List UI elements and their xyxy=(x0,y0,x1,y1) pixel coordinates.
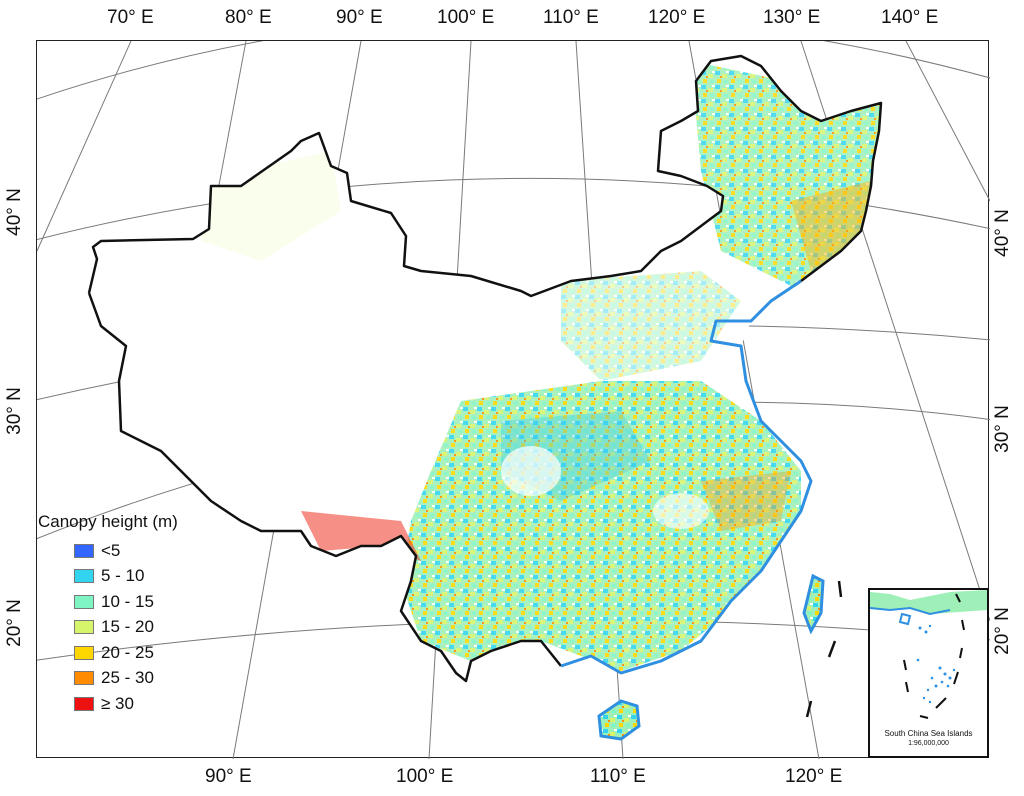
top-lon-label-80: 80° E xyxy=(225,7,272,28)
legend-item: ≥ 30 xyxy=(38,691,178,717)
map-canvas xyxy=(37,41,990,759)
top-lon-label-90: 90° E xyxy=(336,7,383,28)
taiwan-island xyxy=(802,573,825,635)
coastline xyxy=(560,279,813,675)
left-lat-label-20: 20° N xyxy=(3,599,25,647)
legend-label: 20 - 25 xyxy=(101,642,154,662)
legend-swatch xyxy=(74,543,94,558)
top-lon-label-100: 100° E xyxy=(437,7,495,28)
right-lat-label-40: 40° N xyxy=(991,209,1013,257)
legend-label: 25 - 30 xyxy=(101,668,154,688)
map-frame xyxy=(36,40,990,759)
left-lat-label-30: 30° N xyxy=(3,387,25,435)
right-lat-label-30: 30° N xyxy=(991,405,1013,453)
legend-title: Canopy height (m) xyxy=(38,512,178,531)
top-lon-label-140: 140° E xyxy=(881,7,939,28)
legend-item: 5 - 10 xyxy=(38,564,178,590)
legend: Canopy height (m) <5 5 - 10 10 - 15 15 -… xyxy=(38,512,178,717)
legend-swatch xyxy=(74,569,94,584)
legend-item: <5 xyxy=(38,538,178,564)
canopy-height-raster xyxy=(89,56,881,681)
bottom-lon-label-100: 100° E xyxy=(396,766,454,787)
legend-label: 10 - 15 xyxy=(101,591,154,611)
legend-item: 15 - 20 xyxy=(38,615,178,641)
legend-swatch xyxy=(74,594,94,609)
top-lon-label-120: 120° E xyxy=(648,7,706,28)
right-lat-label-20: 20° N xyxy=(991,607,1013,655)
legend-swatch xyxy=(74,671,94,686)
legend-item: 20 - 25 xyxy=(38,640,178,666)
top-lon-label-110: 110° E xyxy=(543,7,599,28)
left-lat-label-40: 40° N xyxy=(3,188,25,236)
legend-item: 25 - 30 xyxy=(38,666,178,692)
legend-label: 15 - 20 xyxy=(101,617,154,637)
hainan-island xyxy=(597,699,641,741)
national-border xyxy=(87,54,883,683)
maritime-boundary-dashes xyxy=(805,580,843,718)
legend-item: 10 - 15 xyxy=(38,589,178,615)
bottom-lon-label-120: 120° E xyxy=(785,766,843,787)
inset-map xyxy=(870,590,987,719)
inset-title: South China Sea Islands xyxy=(884,729,973,738)
legend-label: <5 xyxy=(101,540,121,560)
top-lon-label-130: 130° E xyxy=(763,7,821,28)
legend-swatch xyxy=(74,645,94,660)
bottom-lon-label-90: 90° E xyxy=(205,766,252,787)
bottom-lon-label-110: 110° E xyxy=(590,766,646,787)
legend-swatch xyxy=(74,696,94,711)
top-lon-label-70: 70° E xyxy=(107,7,154,28)
legend-swatch xyxy=(74,620,94,635)
south-china-sea-inset: South China Sea Islands 1:96,000,000 xyxy=(868,588,989,758)
legend-label: 5 - 10 xyxy=(101,566,145,586)
inset-scale: 1:96,000,000 xyxy=(908,740,949,747)
legend-label: ≥ 30 xyxy=(101,693,134,713)
